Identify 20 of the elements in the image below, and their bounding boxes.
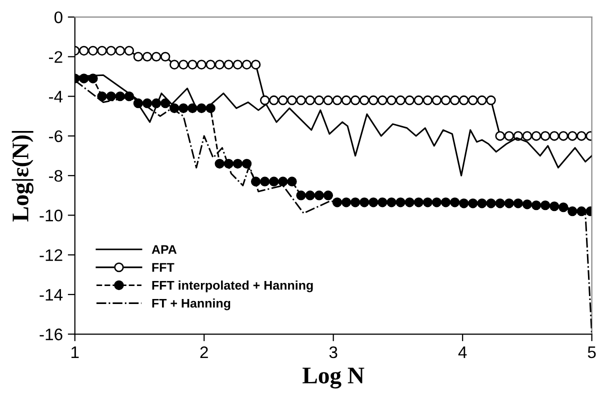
y-tick-label: -12 <box>40 249 62 261</box>
y-tick-label: -16 <box>40 328 62 340</box>
legend-label: FFT <box>152 263 174 272</box>
y-tick-label: -10 <box>40 210 62 222</box>
legend-label: APA <box>152 245 177 254</box>
y-tick-label: -4 <box>48 90 63 102</box>
legend-label: FT + Hanning <box>152 298 230 310</box>
legend-label: FFT interpolated + Hanning <box>152 280 313 292</box>
x-tick-label: 2 <box>200 346 208 358</box>
y-tick-label: 0 <box>54 11 62 24</box>
y-tick-label: -14 <box>40 289 63 301</box>
y-tick-label: -2 <box>48 51 62 63</box>
y-axis-title: Log|ε(N)| <box>12 131 34 222</box>
x-tick-label: 3 <box>329 346 338 358</box>
x-axis-title: Log N <box>302 368 364 388</box>
x-tick-label: 5 <box>588 346 596 358</box>
x-tick-label: 4 <box>458 346 467 358</box>
y-tick-label: -8 <box>48 170 62 182</box>
x-tick-label: 1 <box>72 346 79 358</box>
y-tick-label: -6 <box>48 130 62 142</box>
